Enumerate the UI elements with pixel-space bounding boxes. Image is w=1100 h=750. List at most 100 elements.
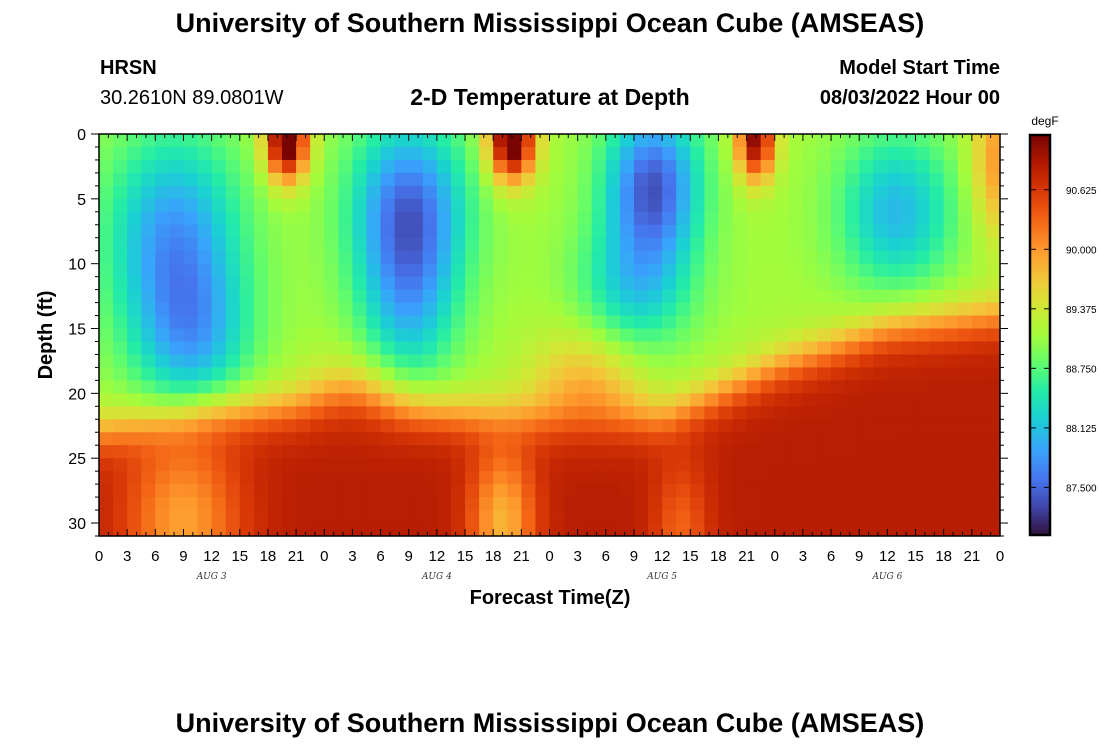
- heatmap-cell: [845, 146, 860, 161]
- heatmap-cell: [619, 250, 635, 265]
- heatmap-cell: [619, 146, 635, 161]
- heatmap-cell: [155, 497, 170, 511]
- heatmap-cell: [633, 172, 649, 187]
- heatmap-cell: [859, 198, 874, 213]
- heatmap-cell: [648, 302, 663, 317]
- heatmap-cell: [267, 523, 283, 536]
- heatmap-cell: [507, 263, 522, 278]
- heatmap-cell: [859, 484, 874, 498]
- heatmap-cell: [197, 484, 213, 498]
- heatmap-cell: [394, 445, 410, 459]
- heatmap-cell: [732, 315, 748, 330]
- heatmap-cell: [169, 185, 185, 200]
- heatmap-cell: [99, 393, 114, 407]
- heatmap-cell: [465, 302, 480, 317]
- heatmap-cell: [394, 471, 410, 485]
- heatmap-cell: [563, 484, 579, 498]
- heatmap-cell: [760, 185, 776, 200]
- heatmap-cell: [225, 367, 241, 381]
- heatmap-cell: [225, 146, 241, 161]
- heatmap-cell: [746, 250, 762, 265]
- heatmap-cell: [310, 328, 325, 343]
- heatmap-cell: [155, 302, 170, 317]
- heatmap-cell: [127, 471, 142, 485]
- heatmap-cell: [591, 315, 607, 330]
- x-tick-label: 12: [429, 548, 446, 565]
- heatmap-cell: [619, 224, 635, 239]
- heatmap-cell: [352, 328, 368, 343]
- heatmap-cell: [113, 211, 128, 226]
- x-tick-label: 12: [203, 548, 220, 565]
- heatmap-cell: [887, 146, 903, 161]
- heatmap-cell: [324, 134, 339, 148]
- heatmap-cell: [282, 134, 297, 148]
- heatmap-cell: [915, 224, 931, 239]
- x-tick-label: 0: [545, 548, 553, 565]
- heatmap-cell: [183, 159, 199, 174]
- heatmap-cell: [929, 523, 945, 536]
- heatmap-cell: [873, 289, 888, 304]
- heatmap-cell: [310, 445, 325, 459]
- heatmap-cell: [535, 315, 551, 330]
- heatmap-cell: [915, 432, 931, 446]
- heatmap-cell: [732, 419, 748, 433]
- heatmap-cell: [338, 263, 354, 278]
- heatmap-cell: [253, 341, 269, 356]
- heatmap-cell: [493, 250, 508, 265]
- heatmap-cell: [113, 185, 128, 200]
- heatmap-cell: [521, 445, 537, 459]
- heatmap-cell: [366, 211, 382, 226]
- heatmap-cell: [816, 354, 832, 369]
- heatmap-cell: [859, 237, 874, 252]
- heatmap-cell: [282, 315, 297, 330]
- heatmap-cell: [225, 406, 241, 420]
- heatmap-cell: [380, 484, 396, 498]
- heatmap-cell: [619, 198, 635, 213]
- x-tick-label: 6: [827, 548, 835, 565]
- heatmap-cell: [324, 432, 339, 446]
- heatmap-cell: [267, 146, 283, 161]
- heatmap-cell: [169, 484, 185, 498]
- heatmap-cell: [957, 276, 973, 291]
- heatmap-cell: [253, 315, 269, 330]
- heatmap-cell: [873, 185, 888, 200]
- heatmap-cell: [338, 302, 354, 317]
- heatmap-cell: [676, 172, 691, 187]
- heatmap-cell: [338, 159, 354, 174]
- heatmap-cell: [577, 250, 593, 265]
- heatmap-cell: [183, 510, 199, 524]
- heatmap-cell: [690, 497, 705, 511]
- heatmap-cell: [310, 523, 325, 536]
- heatmap-cell: [690, 185, 705, 200]
- heatmap-cell: [127, 185, 142, 200]
- heatmap-cell: [901, 458, 917, 472]
- heatmap-cell: [352, 471, 368, 485]
- heatmap-cell: [901, 289, 917, 304]
- heatmap-cell: [507, 159, 522, 174]
- heatmap-cell: [267, 159, 283, 174]
- heatmap-cell: [197, 432, 213, 446]
- heatmap-cell: [915, 510, 931, 524]
- heatmap-cell: [718, 224, 734, 239]
- heatmap-cell: [732, 302, 748, 317]
- heatmap-cell: [957, 185, 973, 200]
- heatmap-cell: [197, 159, 213, 174]
- heatmap-cell: [521, 302, 537, 317]
- heatmap-cell: [732, 263, 748, 278]
- heatmap-cell: [169, 250, 185, 265]
- heatmap-cell: [704, 471, 720, 485]
- heatmap-cell: [113, 497, 128, 511]
- heatmap-cell: [746, 497, 762, 511]
- heatmap-cell: [479, 393, 494, 407]
- heatmap-cell: [788, 328, 804, 343]
- heatmap-cell: [493, 315, 508, 330]
- heatmap-cell: [296, 523, 311, 536]
- heatmap-cell: [746, 367, 762, 381]
- heatmap-cell: [704, 367, 720, 381]
- heatmap-cell: [282, 146, 297, 161]
- heatmap-cell: [422, 419, 438, 433]
- heatmap-cell: [394, 276, 410, 291]
- heatmap-cells: [99, 134, 1000, 536]
- heatmap-cell: [859, 367, 874, 381]
- heatmap-cell: [169, 315, 185, 330]
